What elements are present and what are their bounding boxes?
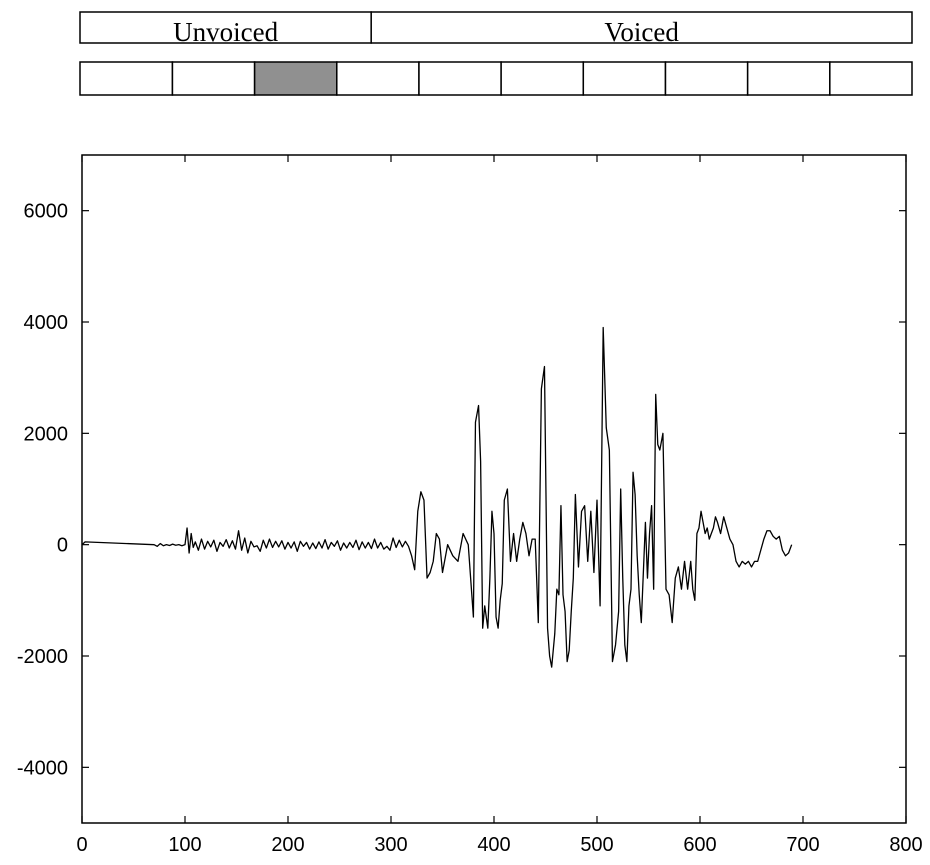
- frame-cell: [418, 61, 502, 96]
- voicing-segments: Unvoiced Voiced: [79, 11, 913, 47]
- frame-cell: [336, 61, 420, 96]
- plot-frame: [81, 154, 907, 824]
- x-tick-label: 400: [477, 834, 510, 856]
- y-tick-label: -2000: [17, 646, 68, 668]
- segment-label-unvoiced: Unvoiced: [173, 17, 278, 47]
- y-tick-label: -4000: [17, 757, 68, 779]
- x-tick-label: 700: [786, 834, 819, 856]
- frame-cell: [79, 61, 174, 96]
- frame-strip: [79, 61, 913, 96]
- y-tick-label: 2000: [24, 423, 69, 445]
- frame-cell: [664, 61, 749, 96]
- x-tick-label: 0: [76, 834, 87, 856]
- waveform-line: [81, 326, 793, 668]
- x-tick-label: 500: [580, 834, 613, 856]
- axis-ticks: [81, 155, 907, 823]
- frame-cell: [171, 61, 256, 96]
- frame-cell-highlighted: [253, 61, 338, 96]
- x-tick-label: 100: [168, 834, 201, 856]
- x-tick-labels: 0 100 200 300 400 500 600 700 800: [76, 834, 922, 856]
- segment-box-unvoiced: [79, 11, 372, 44]
- frame-cell: [582, 61, 667, 96]
- segment-box-voiced: [370, 11, 913, 44]
- y-tick-labels: -4000 -2000 0 2000 4000 6000: [17, 201, 68, 780]
- x-tick-label: 300: [374, 834, 407, 856]
- y-tick-label: 6000: [24, 201, 69, 223]
- y-tick-label: 0: [57, 535, 68, 557]
- x-tick-label: 200: [271, 834, 304, 856]
- frame-cell: [746, 61, 831, 96]
- y-tick-label: 4000: [24, 312, 69, 334]
- frame-cell: [500, 61, 585, 96]
- x-tick-label: 600: [683, 834, 716, 856]
- frame-cell: [829, 61, 913, 96]
- waveform-plot: 0 100 200 300 400 500 600 700 800 -4000 -2000 0 200…: [17, 154, 923, 856]
- x-tick-label: 800: [889, 834, 922, 856]
- segment-label-voiced: Voiced: [604, 17, 679, 47]
